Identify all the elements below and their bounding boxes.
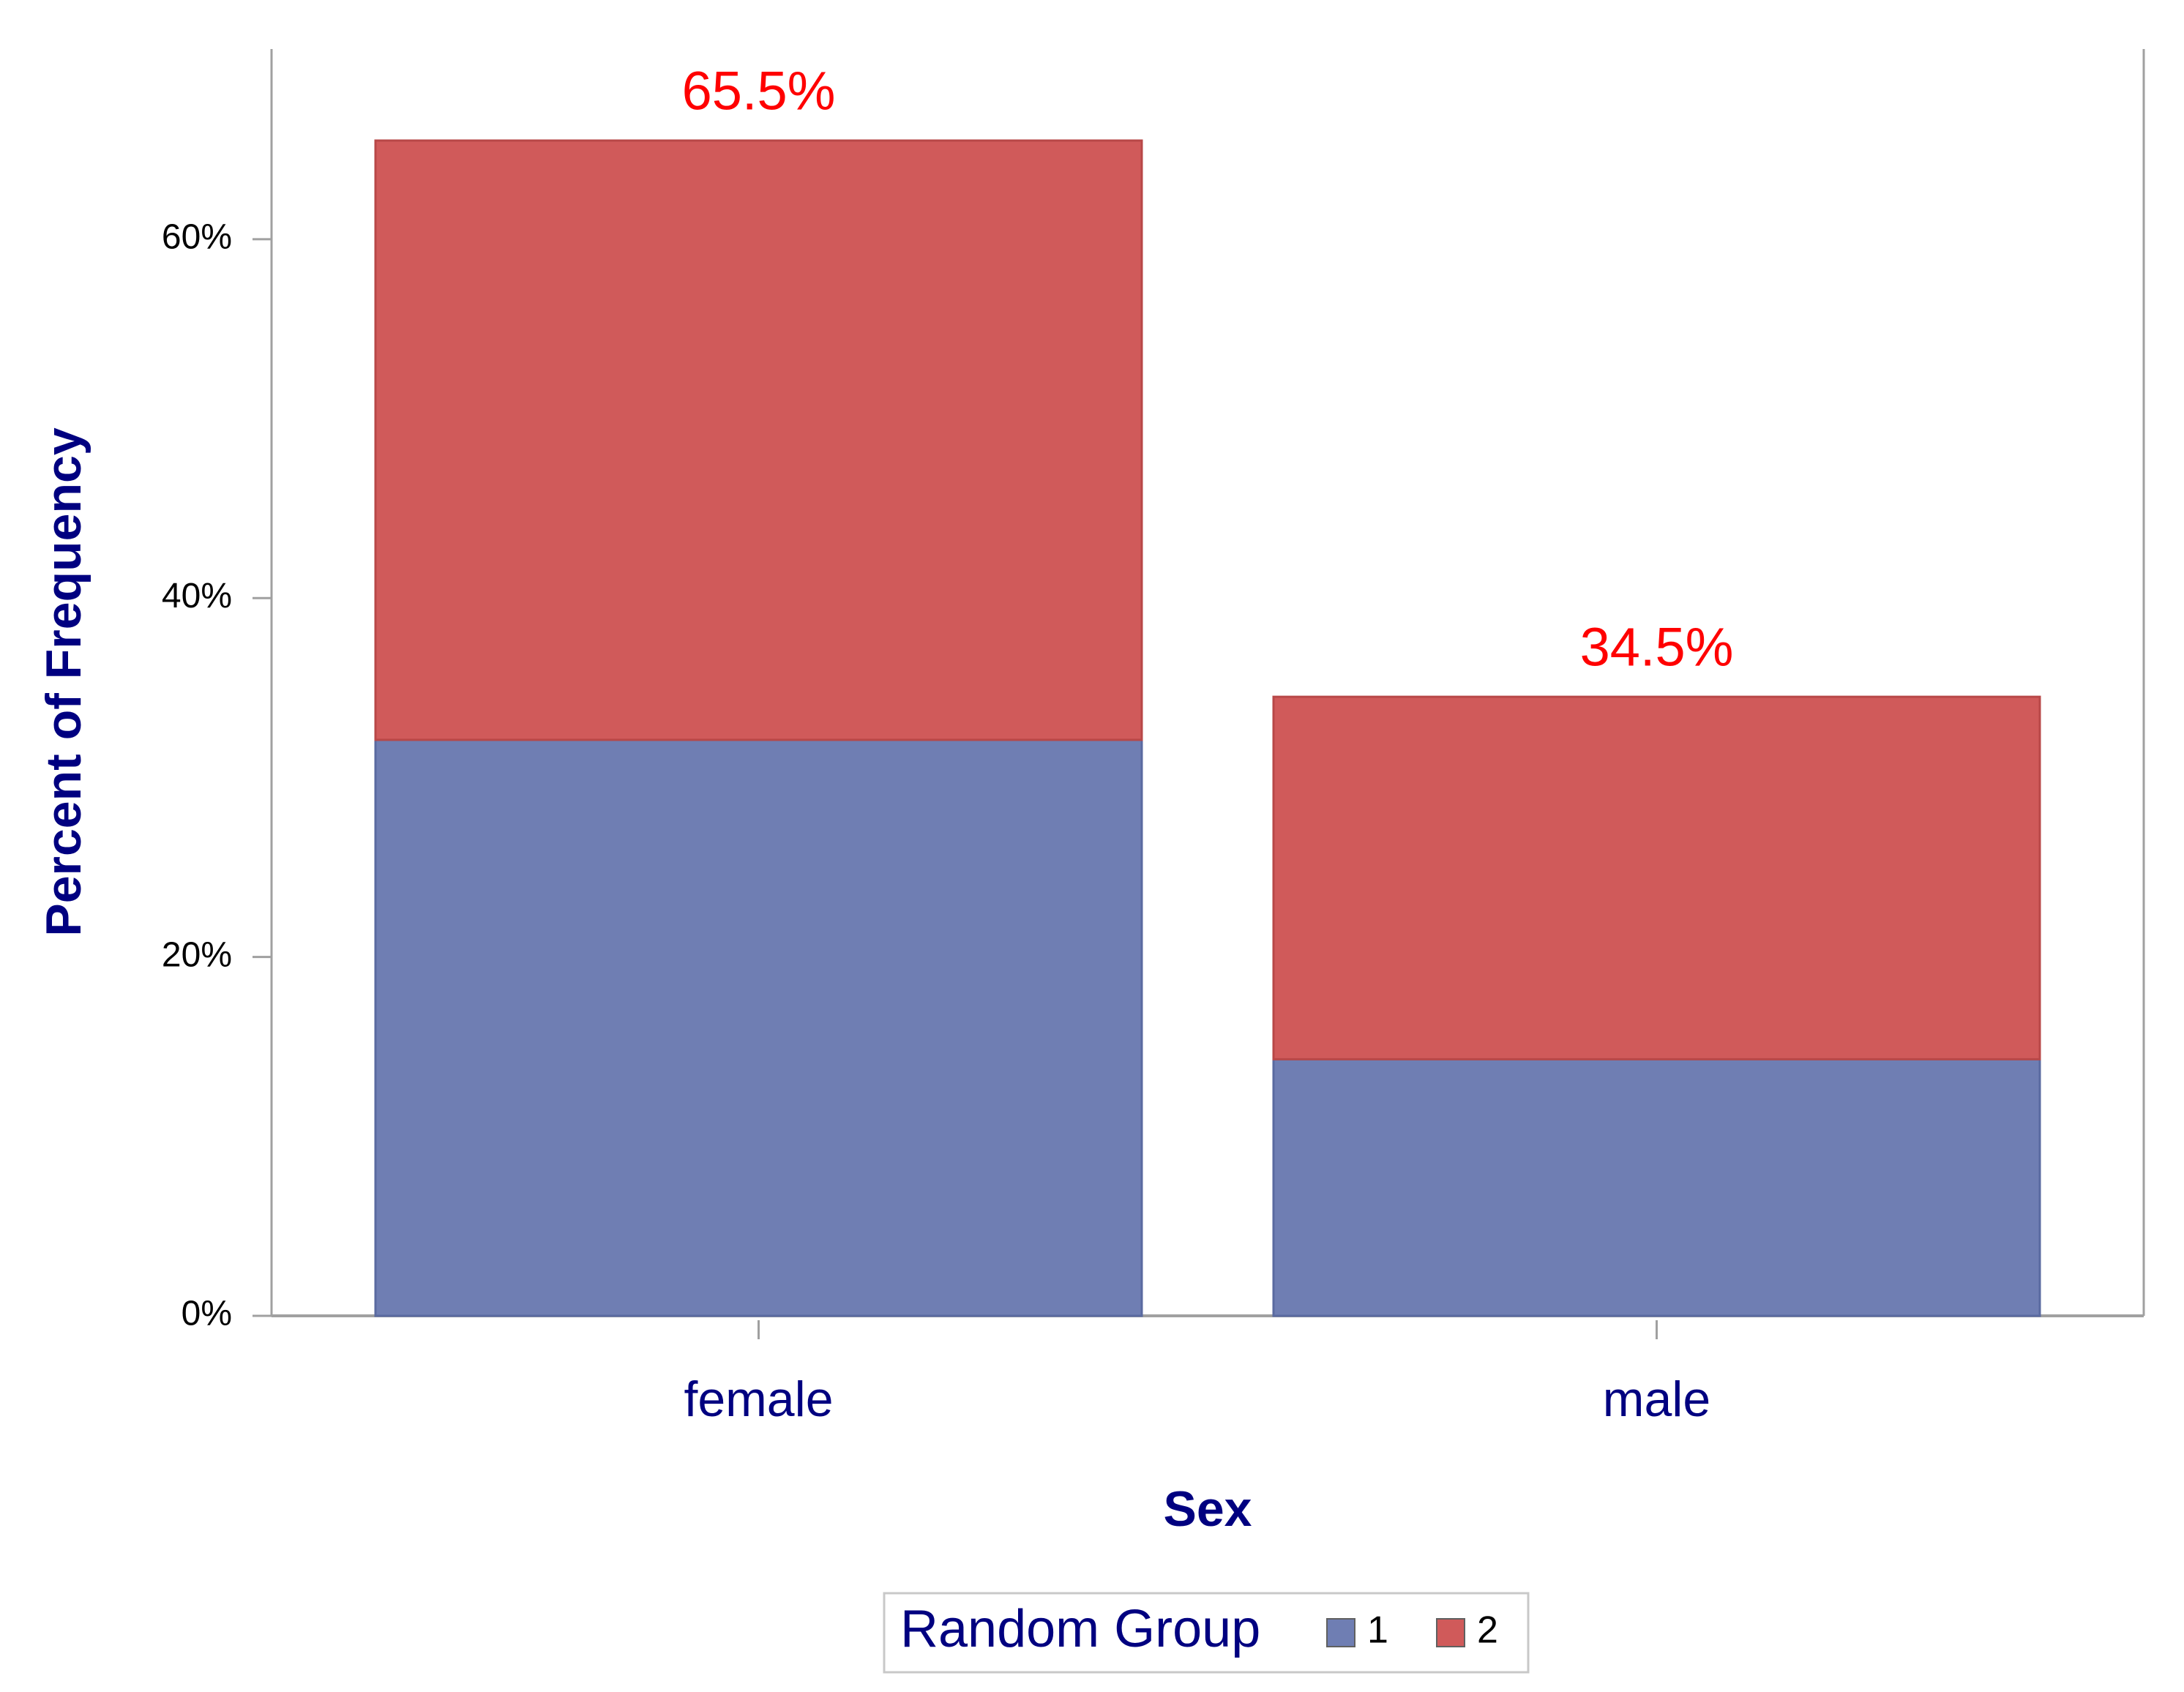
x-tick-label: male [1603,1371,1710,1427]
legend-title: Random Group [900,1600,1260,1658]
bar-segment [1272,695,2041,1060]
legend-box [883,1592,1530,1674]
legend-swatch [1436,1618,1465,1647]
bar-segment [374,139,1143,741]
bar-segment [374,738,1143,1317]
y-tick-label: 0% [182,1295,232,1333]
x-tick-label: female [684,1371,833,1427]
legend-swatch [1326,1618,1355,1647]
y-tick-label: 60% [162,218,232,257]
bar-segment [1272,1058,2041,1317]
x-axis-title: Sex [1164,1481,1252,1537]
y-tick-label: 40% [162,577,232,615]
total-label: 34.5% [1580,617,1734,678]
legend-label: 1 [1367,1609,1388,1652]
y-axis-title: Percent of Frequency [36,427,91,936]
legend-label: 2 [1477,1609,1498,1652]
y-tick-label: 20% [162,935,232,974]
total-label: 65.5% [682,61,836,121]
